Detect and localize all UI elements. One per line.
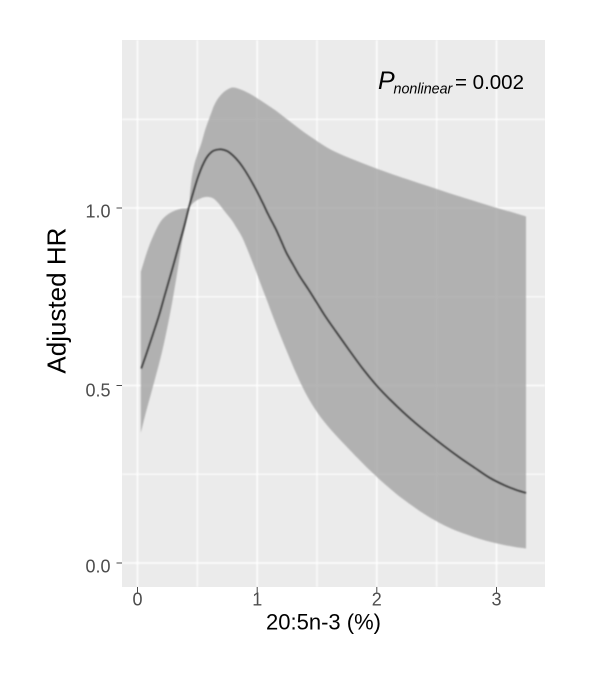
svg-text:20:5n-3 (%): 20:5n-3 (%) xyxy=(266,609,381,634)
svg-text:P: P xyxy=(378,67,395,95)
svg-text:= 0.002: = 0.002 xyxy=(455,71,524,94)
svg-text:3: 3 xyxy=(491,590,501,610)
svg-text:0: 0 xyxy=(132,590,142,610)
svg-text:1: 1 xyxy=(252,590,262,610)
svg-text:1.0: 1.0 xyxy=(85,202,110,222)
svg-text:nonlinear: nonlinear xyxy=(394,82,454,98)
svg-text:Adjusted HR: Adjusted HR xyxy=(42,228,72,374)
svg-text:0.0: 0.0 xyxy=(85,557,110,577)
svg-text:0.5: 0.5 xyxy=(85,381,110,401)
svg-text:2: 2 xyxy=(372,590,382,610)
